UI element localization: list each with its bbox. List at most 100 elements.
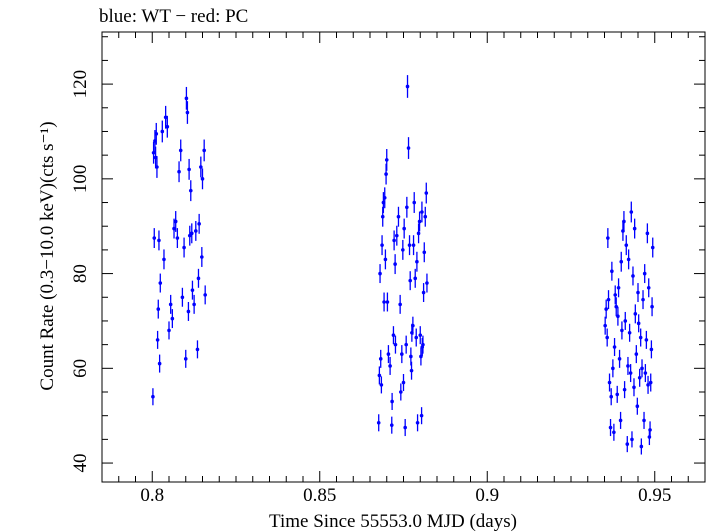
point-marker (644, 338, 649, 342)
data-point (618, 411, 623, 429)
point-marker (187, 233, 192, 238)
data-point (188, 180, 193, 202)
point-marker (409, 368, 414, 373)
data-point (398, 294, 402, 314)
data-point (417, 211, 422, 232)
data-point (197, 213, 201, 234)
data-point (186, 302, 191, 321)
point-marker (402, 226, 406, 231)
point-marker (404, 342, 408, 347)
point-marker (611, 366, 615, 371)
point-marker (630, 437, 634, 442)
data-point (636, 283, 640, 302)
point-marker (627, 330, 632, 335)
data-point (393, 335, 398, 354)
point-marker (156, 307, 161, 311)
point-marker (152, 236, 157, 240)
data-point (168, 294, 173, 314)
point-marker (392, 238, 396, 243)
point-marker (167, 328, 171, 333)
data-point (620, 321, 624, 340)
point-marker (185, 110, 190, 115)
point-marker (646, 383, 650, 387)
point-marker (631, 274, 635, 278)
data-point (391, 326, 396, 345)
point-marker (637, 375, 642, 380)
data-point (619, 251, 624, 272)
point-marker (606, 297, 611, 302)
point-marker (165, 124, 170, 129)
data-point (180, 287, 185, 307)
point-marker (420, 210, 424, 214)
point-marker (158, 281, 163, 285)
data-point (178, 139, 183, 162)
point-marker (391, 333, 396, 337)
data-point (160, 120, 165, 143)
point-marker (170, 316, 175, 321)
point-marker (649, 347, 654, 352)
point-marker (200, 255, 204, 259)
point-marker (175, 236, 180, 240)
point-marker (632, 385, 636, 390)
data-point (415, 414, 420, 432)
point-marker (424, 191, 429, 195)
data-point (392, 230, 396, 251)
data-point (606, 228, 610, 248)
data-point (383, 249, 388, 270)
point-marker (422, 250, 427, 255)
point-marker (376, 420, 381, 425)
data-point (632, 378, 636, 397)
data-point (650, 297, 654, 317)
point-marker (606, 236, 610, 240)
point-marker (200, 177, 205, 181)
point-marker (623, 319, 628, 323)
data-point (622, 381, 627, 399)
point-marker (409, 354, 413, 359)
data-point (625, 436, 630, 453)
data-point (425, 273, 429, 293)
data-point (420, 338, 425, 356)
data-point (170, 309, 175, 329)
data-point (385, 292, 390, 312)
data-point (185, 101, 190, 124)
data-point (393, 254, 397, 275)
point-marker (634, 352, 639, 356)
point-marker (405, 205, 409, 210)
data-point (151, 388, 155, 406)
point-marker (389, 423, 394, 427)
data-point (642, 411, 646, 429)
data-point (648, 373, 653, 392)
data-point (416, 223, 421, 244)
point-marker (385, 300, 390, 304)
point-marker (646, 285, 651, 290)
x-axis: 0.8 0.85 0.9 0.95 (118, 32, 706, 506)
data-point (399, 383, 403, 401)
point-marker (632, 226, 637, 231)
data-point (390, 392, 394, 410)
data-point (386, 345, 391, 364)
data-point (407, 235, 412, 256)
data-point (636, 314, 641, 333)
point-marker (194, 229, 198, 233)
data-point (194, 221, 198, 241)
data-point (616, 306, 620, 326)
point-marker (196, 276, 201, 281)
point-marker (624, 243, 629, 247)
data-point (157, 354, 162, 373)
data-point (603, 316, 607, 335)
data-point (200, 247, 204, 267)
point-marker (617, 357, 622, 361)
point-marker (393, 262, 397, 266)
point-marker (187, 167, 191, 172)
data-point (400, 345, 404, 364)
data-point (202, 139, 206, 162)
data-point (200, 168, 205, 190)
data-point (195, 340, 200, 359)
point-marker (638, 335, 643, 340)
data-point (184, 86, 189, 110)
data-point (639, 438, 644, 455)
point-marker (411, 243, 416, 247)
data-point (419, 407, 424, 425)
point-marker (612, 430, 616, 435)
point-marker (183, 357, 188, 361)
